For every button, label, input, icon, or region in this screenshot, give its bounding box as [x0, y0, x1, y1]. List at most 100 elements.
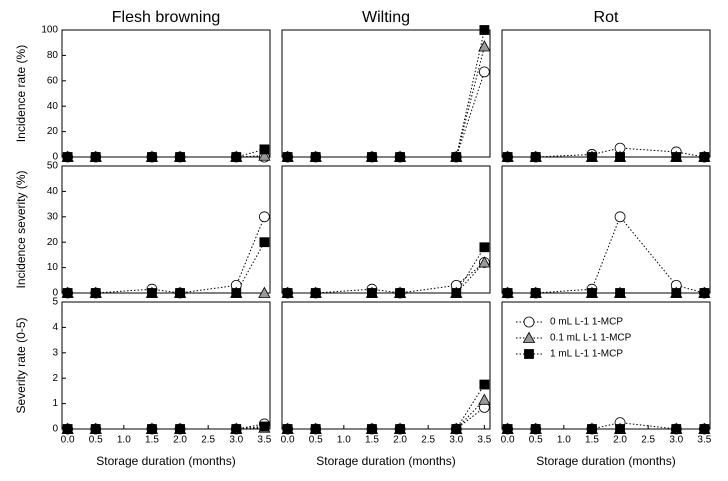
y-tick-label: 0	[52, 152, 58, 163]
x-tick-label: 3.0	[229, 435, 243, 446]
x-tick-label: 3.0	[669, 435, 683, 446]
marker-circle	[258, 211, 270, 223]
marker-square	[530, 288, 541, 298]
marker-square	[671, 424, 682, 434]
marker-square	[147, 424, 157, 434]
marker-square	[282, 288, 293, 298]
series-line	[67, 216, 265, 294]
x-tick-label: 3.5	[697, 435, 711, 446]
y-tick-label: 80	[47, 50, 59, 61]
marker-square	[310, 152, 321, 162]
x-tick-label: 1.0	[557, 435, 571, 446]
marker-square	[282, 152, 293, 162]
marker-square	[62, 424, 73, 434]
plot-frame	[61, 301, 271, 430]
marker-square	[90, 424, 101, 434]
marker-triangle	[478, 40, 491, 52]
marker-square	[259, 144, 270, 155]
marker-square	[310, 288, 321, 298]
y-tick-label: 4	[52, 322, 58, 333]
marker-square	[451, 424, 462, 434]
marker-square	[502, 424, 513, 434]
legend-marker	[523, 316, 535, 328]
marker-square	[699, 152, 710, 162]
marker-square	[699, 424, 710, 434]
marker-square	[259, 237, 270, 248]
marker-square	[451, 288, 462, 298]
marker-square	[231, 288, 242, 298]
series-line	[287, 384, 485, 430]
plot-frame	[61, 165, 271, 294]
y-tick-label: 50	[47, 161, 59, 172]
series-line	[67, 425, 265, 430]
x-tick-label: 2.0	[613, 435, 627, 446]
series-line	[507, 422, 705, 430]
y-tick-label: 10	[47, 262, 59, 273]
y-tick-label: 2	[52, 373, 58, 384]
marker-square	[231, 424, 242, 434]
series-line	[287, 29, 485, 158]
marker-square	[530, 152, 541, 162]
series-line	[507, 147, 705, 158]
marker-square	[395, 288, 405, 298]
marker-square	[671, 152, 682, 162]
plot-frame	[281, 29, 491, 158]
panel-title: Rot	[594, 9, 619, 26]
x-tick-label: 1.0	[117, 435, 131, 446]
marker-square	[62, 152, 73, 162]
marker-square	[587, 424, 597, 434]
x-tick-label: 1.5	[585, 435, 599, 446]
marker-square	[175, 424, 185, 434]
marker-square	[367, 152, 377, 162]
x-tick-label: 2.5	[421, 435, 435, 446]
y-tick-label: 3	[52, 347, 58, 358]
marker-square	[615, 288, 625, 298]
legend-marker	[522, 331, 536, 343]
marker-square	[147, 152, 157, 162]
marker-square	[62, 288, 73, 298]
x-tick-label: 1.5	[145, 435, 159, 446]
x-axis-label: Storage duration (months)	[536, 454, 675, 468]
x-tick-label: 2.5	[201, 435, 215, 446]
y-tick-label: 20	[47, 237, 59, 248]
marker-square	[175, 288, 185, 298]
marker-square	[530, 424, 541, 434]
panel-title: Wilting	[362, 9, 410, 26]
marker-square	[282, 424, 293, 434]
marker-triangle	[258, 149, 271, 161]
marker-square	[367, 288, 377, 298]
marker-square	[259, 421, 270, 432]
y-axis-label: Incidence severity (%)	[14, 170, 28, 288]
plot-frame	[61, 29, 271, 158]
y-tick-label: 60	[47, 75, 59, 86]
x-tick-label: 0.5	[529, 435, 543, 446]
x-axis-label: Storage duration (months)	[96, 454, 235, 468]
y-tick-label: 1	[52, 398, 58, 409]
y-axis-label: Severity rate (0-5)	[14, 317, 28, 413]
y-tick-label: 100	[41, 25, 58, 36]
marker-square	[231, 152, 242, 162]
marker-square	[615, 424, 625, 434]
x-tick-label: 0.0	[61, 435, 75, 446]
marker-square	[147, 288, 157, 298]
marker-circle	[614, 211, 626, 223]
x-tick-label: 3.0	[449, 435, 463, 446]
x-tick-label: 0.5	[309, 435, 323, 446]
marker-square	[90, 152, 101, 162]
marker-triangle	[478, 393, 491, 405]
plot-frame	[281, 301, 491, 430]
marker-square	[671, 288, 682, 298]
series-line	[67, 241, 265, 294]
x-tick-label: 0.0	[281, 435, 295, 446]
marker-square	[587, 152, 597, 162]
y-tick-label: 0	[52, 424, 58, 435]
marker-square	[451, 152, 462, 162]
legend-label: 1 mL L-1 1-MCP	[550, 349, 623, 360]
legend-marker	[524, 349, 534, 359]
marker-square	[479, 379, 490, 390]
marker-square	[479, 242, 490, 253]
panel-title: Flesh browning	[112, 9, 221, 26]
marker-circle	[478, 66, 490, 78]
x-tick-label: 1.5	[365, 435, 379, 446]
